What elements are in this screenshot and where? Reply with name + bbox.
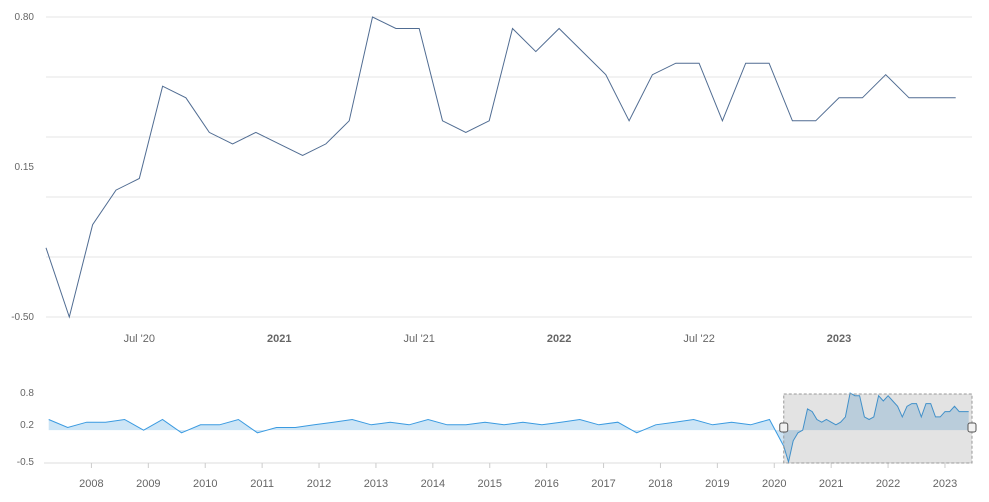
navigator-x-tick-label: 2009	[136, 478, 160, 490]
navigator-x-tick-label: 2017	[591, 478, 615, 490]
navigator-selected-range[interactable]	[783, 393, 973, 464]
navigator-x-tick-label: 2015	[478, 478, 502, 490]
main-x-tick-label: 2023	[827, 333, 851, 345]
main-x-tick-label: Jul '22	[683, 333, 714, 345]
navigator-x-tick-label: 2016	[534, 478, 558, 490]
navigator-x-tick-label: 2023	[933, 478, 957, 490]
navigator-x-tick-label: 2019	[705, 478, 729, 490]
navigator-x-tick-label: 2018	[648, 478, 672, 490]
main-y-tick-label: 0.15	[15, 162, 35, 173]
main-x-axis-labels: Jul '20 2021 Jul '21 2022 Jul '22 2023	[124, 333, 852, 345]
navigator-x-tick-label: 2010	[193, 478, 217, 490]
navigator-x-axis-labels: 2008 2009 2010 2011 2012 2013 2014 2015 2016 2017…	[79, 463, 957, 490]
navigator-y-axis-labels: 0.8 0.2 -0.5	[17, 388, 35, 468]
navigator-y-tick-label: 0.8	[20, 388, 34, 399]
navigator-x-tick-label: 2008	[79, 478, 103, 490]
main-x-tick-label: 2022	[547, 333, 571, 345]
navigator-x-tick-label: 2014	[421, 478, 445, 490]
navigator-y-tick-label: -0.5	[17, 457, 35, 468]
main-series-line	[45, 16, 956, 319]
main-y-tick-label: 0.80	[15, 12, 35, 23]
navigator-x-tick-label: 2022	[876, 478, 900, 490]
main-y-axis-labels: 0.80 0.15 -0.50	[11, 12, 34, 323]
navigator-x-tick-label: 2011	[250, 478, 274, 490]
main-x-tick-label: Jul '21	[403, 333, 434, 345]
navigator-series-area	[48, 393, 969, 462]
main-y-tick-label: -0.50	[11, 312, 34, 323]
navigator-selection[interactable]	[779, 393, 977, 464]
navigator-x-tick-label: 2013	[364, 478, 388, 490]
main-series-group	[45, 16, 956, 319]
navigator-right-handle[interactable]	[967, 422, 977, 433]
navigator-y-tick-label: 0.2	[20, 420, 34, 431]
navigator-x-tick-label: 2020	[762, 478, 786, 490]
main-x-tick-label: Jul '20	[124, 333, 155, 345]
navigator-left-handle[interactable]	[779, 422, 789, 433]
navigator-x-tick-label: 2012	[307, 478, 331, 490]
main-x-tick-label: 2021	[267, 333, 291, 345]
main-gridlines	[46, 16, 972, 318]
navigator-x-tick-label: 2021	[819, 478, 843, 490]
